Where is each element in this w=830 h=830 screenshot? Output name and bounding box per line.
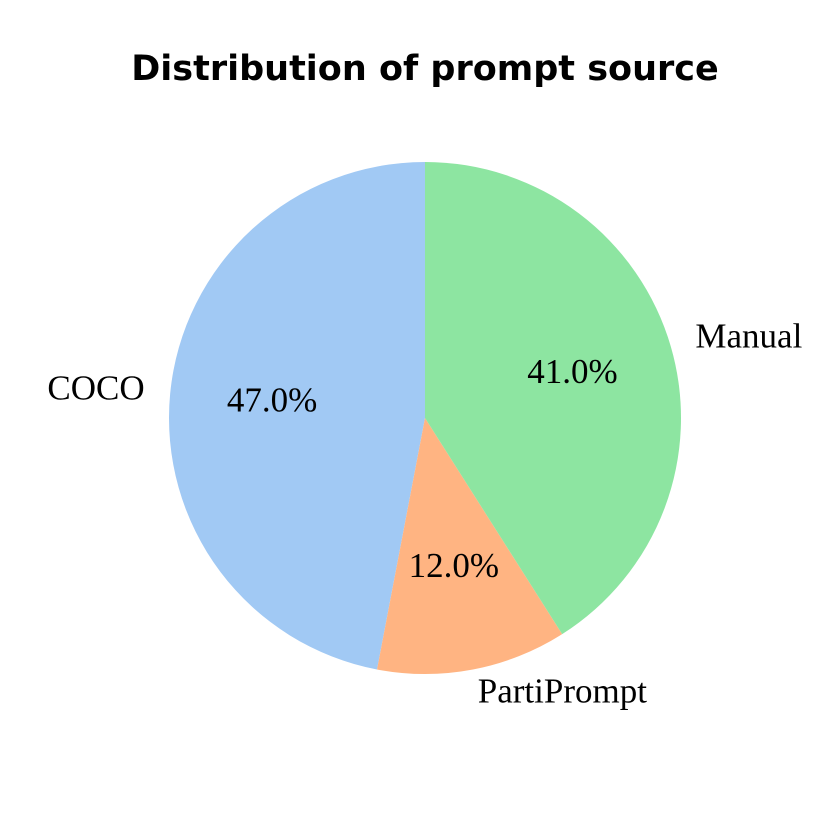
value-label: 47.0%: [227, 381, 317, 420]
slice-label: COCO: [47, 369, 144, 408]
slice-label: Manual: [695, 316, 802, 355]
value-label: 12.0%: [409, 546, 499, 585]
slice-label: PartiPrompt: [478, 672, 647, 711]
pie-slice: [377, 418, 563, 674]
value-label: 41.0%: [527, 352, 617, 391]
pie-slice: [425, 162, 681, 635]
pie-slice: [169, 162, 425, 670]
chart-title: Distribution of prompt source: [131, 49, 719, 89]
